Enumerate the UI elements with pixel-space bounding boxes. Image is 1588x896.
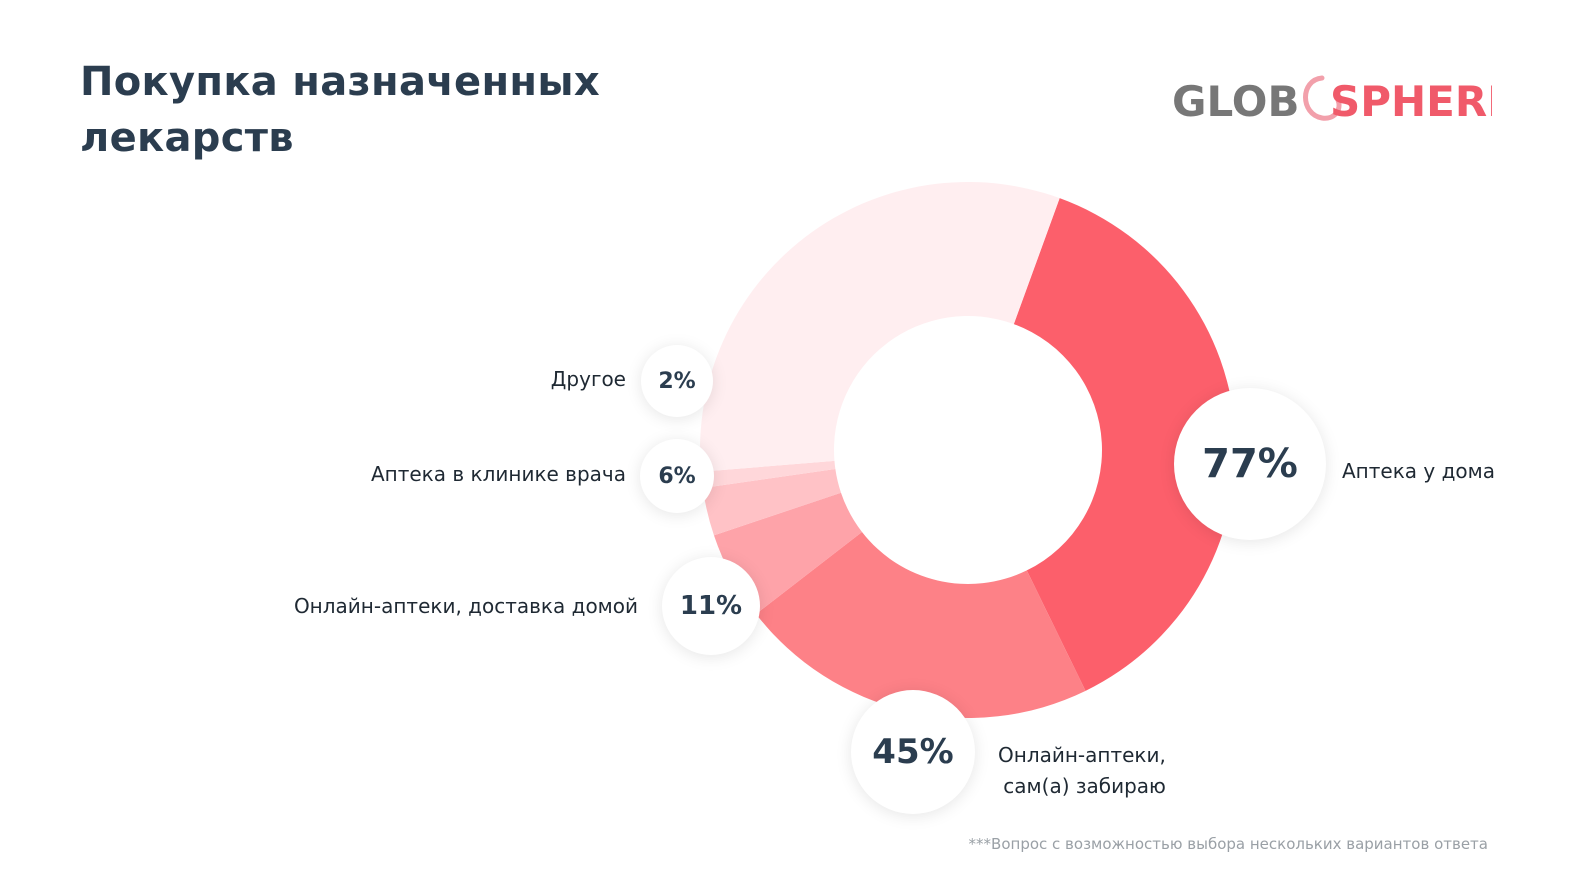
donut-slice-1 — [1013, 198, 1236, 691]
value-label-1: 77% — [1174, 388, 1326, 540]
page-title: Покупка назначенных лекарств — [80, 59, 600, 161]
donut-slice-2 — [756, 531, 1086, 718]
category-label-4: Аптека в клинике врача — [371, 459, 626, 490]
category-label-line: Аптека в клинике врача — [370, 462, 626, 486]
value-label-4: 6% — [640, 439, 714, 513]
globosphere-logo: GLOB SPHERE — [1172, 75, 1492, 126]
logo-left-text: GLOB — [1172, 77, 1299, 126]
category-label-line: Онлайн-аптеки, доставка домой — [293, 594, 638, 618]
value-label-5: 2% — [641, 345, 713, 417]
category-label-3: Онлайн-аптеки, доставка домой — [294, 591, 638, 622]
category-label-line: Онлайн-аптеки, — [998, 743, 1166, 767]
value-label-3: 11% — [662, 557, 760, 655]
category-label-line: сам(а) забираю — [1003, 774, 1166, 798]
footnote: ***Вопрос с возможностью выбора нескольк… — [968, 835, 1488, 853]
category-label-line: Аптека у дома — [1342, 459, 1496, 483]
donut-slice-5 — [700, 460, 836, 488]
category-label-2: Онлайн-аптеки, сам(а) забираю — [998, 740, 1166, 802]
donut-slice-4 — [702, 468, 841, 536]
donut-remainder — [700, 182, 1060, 472]
value-label-2: 45% — [851, 690, 975, 814]
logo-right-text: SPHERE — [1330, 77, 1492, 126]
category-label-1: Аптека у дома — [1342, 456, 1495, 487]
category-label-line: Другое — [550, 367, 626, 391]
category-label-5: Другое — [551, 364, 626, 395]
